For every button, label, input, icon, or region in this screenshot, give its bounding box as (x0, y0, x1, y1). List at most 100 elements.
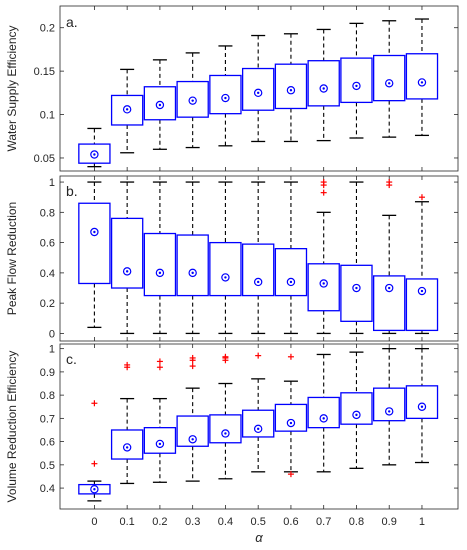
y-tick-label: 1 (49, 177, 55, 189)
y-tick-label: 0.8 (40, 390, 55, 402)
iqr-box (340, 264, 373, 322)
iqr-box (373, 54, 406, 102)
iqr-box (307, 396, 340, 429)
mean-dot (93, 153, 96, 156)
box-0.7 (307, 28, 340, 142)
y-tick-label: 0.9 (40, 367, 55, 379)
mean-marker (122, 267, 132, 276)
y-tick-label: 0 (49, 328, 55, 340)
panel-c-boxes (78, 347, 439, 502)
x-axis-label: α (255, 530, 263, 545)
mean-dot (125, 270, 129, 273)
mean-marker (253, 424, 263, 434)
box-1 (405, 18, 439, 137)
x-tick-label: 0.6 (283, 516, 298, 528)
iqr-box (241, 243, 275, 297)
panel-b-label: b. (66, 183, 78, 199)
panel-c: c. Volume Reduction Efficiency 0.4 0.5 0.6… (5, 343, 459, 545)
box-0.8 (340, 181, 373, 335)
box-0.4 (209, 45, 242, 147)
mean-dot (256, 280, 260, 284)
panel-b-ylabel: Peak Flow Reduction (5, 202, 19, 315)
x-tick-label: 0.1 (120, 516, 135, 528)
mean-dot (289, 421, 293, 425)
iqr-box (176, 415, 209, 447)
x-tick-label: 0.5 (251, 516, 266, 528)
box-0.9 (373, 20, 406, 138)
mean-marker (352, 81, 361, 91)
mean-marker (155, 100, 165, 110)
mean-dot (93, 230, 96, 234)
mean-dot (355, 286, 358, 290)
box-0.3 (176, 354, 209, 482)
mean-marker (188, 268, 197, 278)
mean-dot (355, 84, 358, 88)
box-0.8 (340, 22, 373, 139)
iqr-box (209, 74, 242, 115)
mean-dot (420, 405, 424, 408)
mean-marker (221, 93, 230, 103)
box-0.7 (307, 179, 340, 335)
mean-dot (158, 103, 162, 107)
panel-b-frame (59, 175, 459, 342)
box-0.2 (143, 181, 177, 335)
mean-dot (322, 282, 325, 285)
y-tick-label: 0.4 (40, 268, 55, 280)
box-0.5 (241, 181, 275, 335)
y-tick-label: 1 (49, 344, 55, 356)
mean-marker (352, 283, 361, 293)
box-0.6 (274, 353, 308, 478)
y-tick-label: 0.4 (40, 483, 55, 495)
iqr-box (110, 217, 144, 289)
panel-c-yticks: 0.4 0.5 0.6 0.7 0.8 0.9 1 (40, 344, 458, 509)
panel-c-xticks: 0 0.1 0.2 0.3 0.4 0.5 0.6 0.7 0.8 0.9 1 (91, 516, 425, 528)
panel-a-frame (59, 5, 459, 172)
iqr-box (340, 57, 373, 104)
mean-dot (388, 286, 391, 290)
iqr-box (405, 385, 439, 420)
panel-c-ylabel: Volume Reduction Efficiency (5, 351, 19, 503)
mean-dot (420, 289, 424, 293)
iqr-box (405, 53, 439, 100)
iqr-box (307, 60, 340, 107)
mean-marker (221, 429, 230, 438)
mean-marker (155, 268, 165, 278)
x-tick-label: 0.3 (185, 516, 200, 528)
box-0 (78, 400, 111, 502)
mean-dot (191, 99, 194, 102)
box-0.3 (176, 181, 209, 335)
mean-dot (322, 417, 325, 420)
mean-marker (417, 78, 427, 87)
mean-dot (388, 410, 391, 413)
iqr-box (241, 67, 275, 111)
mean-marker (90, 485, 99, 494)
box-0.3 (176, 52, 209, 149)
mean-marker (286, 86, 296, 95)
box-0.8 (340, 351, 373, 469)
mean-marker (188, 96, 197, 105)
mean-marker (253, 88, 263, 98)
y-tick-label: 0.05 (34, 153, 55, 165)
mean-dot (93, 488, 96, 491)
iqr-box (340, 392, 373, 425)
box-0.1 (110, 361, 144, 485)
mean-marker (155, 439, 165, 449)
panel-a-boxes (78, 18, 439, 168)
mean-marker (90, 227, 99, 237)
mean-dot (256, 91, 260, 95)
mean-dot (191, 438, 194, 441)
mean-marker (253, 277, 263, 287)
iqr-box (176, 80, 209, 118)
iqr-box (143, 86, 177, 121)
mean-marker (385, 407, 394, 416)
x-tick-label: 1 (419, 516, 425, 528)
mean-dot (256, 427, 260, 431)
iqr-box (209, 241, 242, 297)
mean-dot (125, 108, 129, 111)
panel-c-label: c. (66, 351, 77, 367)
iqr-box (110, 429, 144, 460)
box-0.6 (274, 33, 308, 143)
mean-dot (158, 442, 162, 446)
iqr-box (209, 414, 242, 444)
